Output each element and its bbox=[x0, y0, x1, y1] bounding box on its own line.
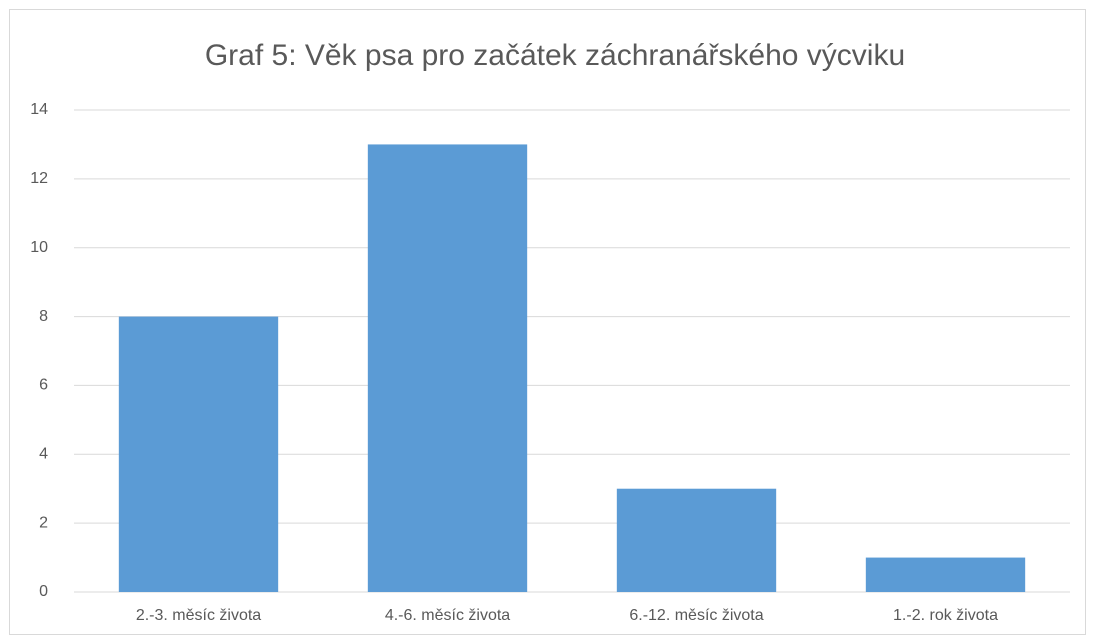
y-tick-label: 14 bbox=[30, 101, 48, 118]
y-tick-label: 10 bbox=[30, 239, 48, 256]
y-tick-label: 0 bbox=[39, 583, 48, 600]
bar bbox=[118, 316, 279, 592]
chart-title: Graf 5: Věk psa pro začátek záchranářské… bbox=[205, 39, 905, 72]
y-tick-label: 6 bbox=[39, 377, 48, 394]
y-tick-label: 8 bbox=[39, 308, 48, 325]
y-tick-label: 2 bbox=[39, 514, 48, 531]
x-tick-label: 1.-2. rok života bbox=[893, 607, 998, 624]
x-tick-label: 4.-6. měsíc života bbox=[385, 607, 510, 624]
bar bbox=[367, 144, 528, 592]
x-tick-label: 2.-3. měsíc života bbox=[136, 607, 261, 624]
y-tick-label: 4 bbox=[39, 446, 48, 463]
bar bbox=[616, 488, 777, 592]
bar bbox=[865, 557, 1026, 592]
x-tick-label: 6.-12. měsíc života bbox=[629, 607, 763, 624]
y-tick-label: 12 bbox=[30, 170, 48, 187]
